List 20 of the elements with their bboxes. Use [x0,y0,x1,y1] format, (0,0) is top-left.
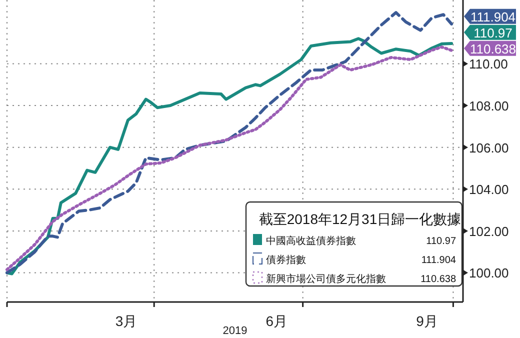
legend-label: 債券指數 [266,254,306,266]
x-tick-label: 6月 [266,313,288,329]
data-label: 110.97 [474,25,512,40]
legend-title: 截至2018年12月31日歸一化數據 [258,211,462,227]
legend-label: 新興市場公司債多元化指數 [266,273,386,285]
y-tick-label: 104.00 [469,182,509,198]
data-label: 111.904 [470,9,516,24]
x-axis-title: 2019 [222,325,248,337]
text: 111.904 [421,255,456,266]
y-tick-label: 106.00 [469,140,509,156]
text: 110.97 [426,236,456,247]
text: 110.638 [420,274,456,285]
legend-label: 中國高收益債券指數 [266,235,356,247]
y-tick-label: 108.00 [469,98,509,114]
y-tick-label: 110.00 [469,56,508,72]
x-tick-label: 3月 [115,313,138,329]
data-label: 110.638 [470,41,516,56]
y-tick-label: 100.00 [469,266,509,281]
x-tick-label: 9月 [416,313,438,329]
y-tick-label: 102.00 [469,224,509,239]
